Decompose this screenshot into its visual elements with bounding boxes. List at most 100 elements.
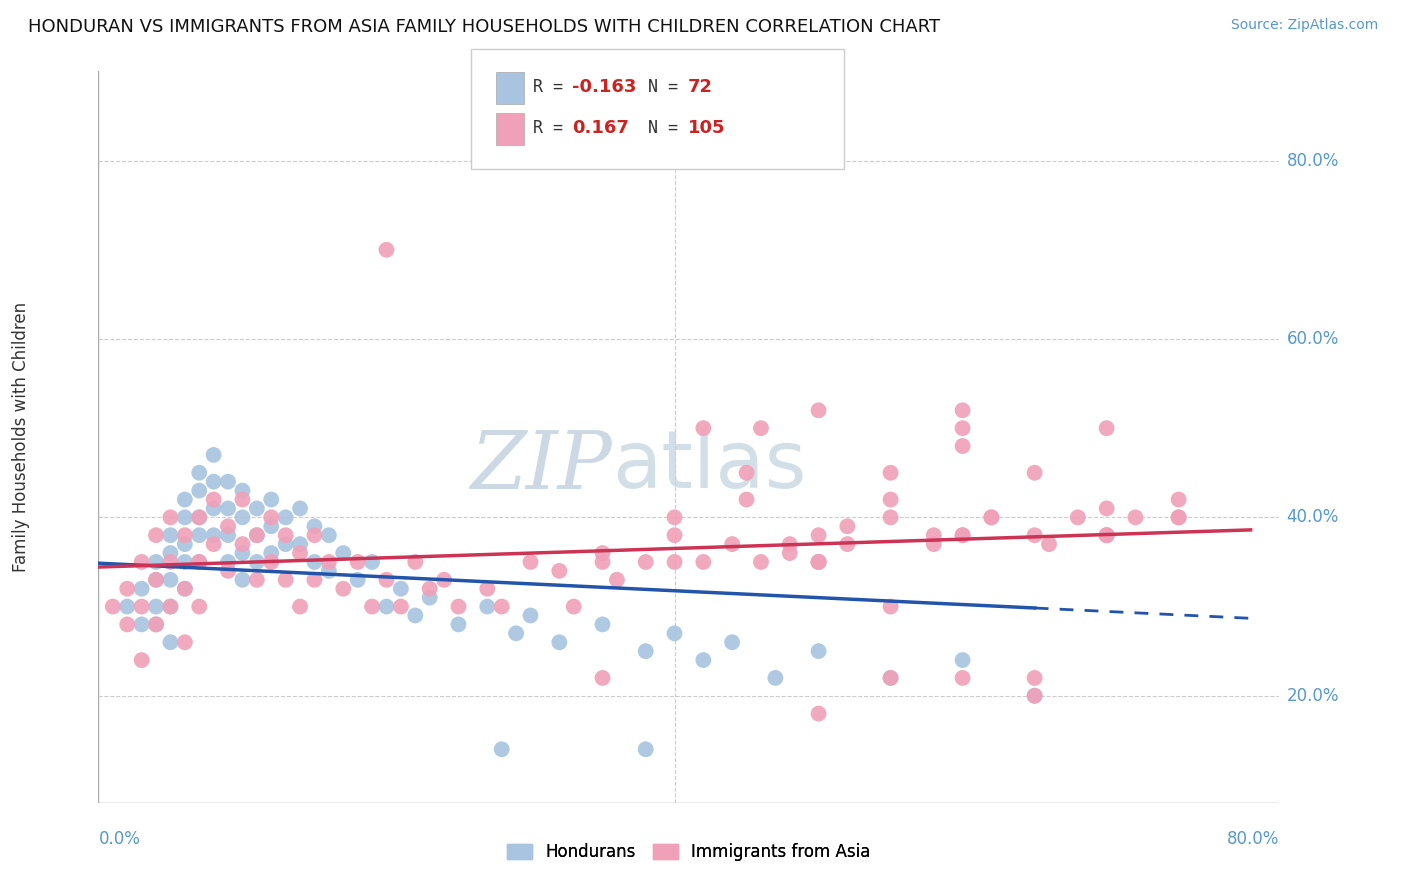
Point: [260, 519, 283, 533]
Point: [304, 519, 326, 533]
Point: [304, 555, 326, 569]
Point: [447, 599, 470, 614]
Point: [145, 617, 167, 632]
Point: [159, 510, 181, 524]
Text: 60.0%: 60.0%: [1286, 330, 1339, 348]
Point: [952, 528, 974, 542]
Text: 0.167: 0.167: [572, 119, 628, 136]
Point: [361, 555, 384, 569]
Point: [145, 573, 167, 587]
Point: [592, 546, 614, 560]
Point: [1167, 510, 1189, 524]
Point: [202, 492, 225, 507]
Point: [664, 528, 686, 542]
Text: R =: R =: [533, 119, 583, 136]
Point: [361, 599, 384, 614]
Point: [807, 555, 830, 569]
Point: [606, 573, 628, 587]
Point: [274, 537, 297, 551]
Text: 80.0%: 80.0%: [1227, 830, 1279, 847]
Point: [922, 537, 945, 551]
Point: [115, 582, 138, 596]
Point: [879, 671, 901, 685]
Point: [246, 501, 269, 516]
Point: [131, 555, 153, 569]
Point: [952, 403, 974, 417]
Point: [173, 635, 195, 649]
Point: [332, 546, 354, 560]
Point: [159, 555, 181, 569]
Point: [159, 573, 181, 587]
Text: 80.0%: 80.0%: [1286, 152, 1339, 169]
Point: [217, 519, 239, 533]
Point: [115, 617, 138, 632]
Point: [735, 492, 758, 507]
Point: [664, 555, 686, 569]
Point: [1125, 510, 1147, 524]
Point: [304, 528, 326, 542]
Point: [952, 439, 974, 453]
Point: [131, 599, 153, 614]
Point: [131, 653, 153, 667]
Point: [1024, 528, 1046, 542]
Point: [188, 599, 211, 614]
Point: [260, 510, 283, 524]
Point: [807, 403, 830, 417]
Point: [404, 555, 426, 569]
Point: [477, 582, 499, 596]
Text: 40.0%: 40.0%: [1286, 508, 1339, 526]
Point: [145, 617, 167, 632]
Point: [1024, 689, 1046, 703]
Point: [1024, 671, 1046, 685]
Point: [173, 528, 195, 542]
Point: [188, 483, 211, 498]
Point: [346, 573, 368, 587]
Point: [837, 537, 859, 551]
Point: [664, 626, 686, 640]
Point: [375, 599, 398, 614]
Point: [159, 546, 181, 560]
Point: [274, 528, 297, 542]
Point: [159, 599, 181, 614]
Point: [664, 510, 686, 524]
Point: [131, 617, 153, 632]
Point: [231, 537, 253, 551]
Point: [260, 546, 283, 560]
Text: N =: N =: [648, 78, 688, 96]
Text: N =: N =: [648, 119, 688, 136]
Point: [749, 421, 772, 435]
Point: [592, 617, 614, 632]
Point: [922, 528, 945, 542]
Point: [173, 582, 195, 596]
Point: [173, 492, 195, 507]
Point: [477, 599, 499, 614]
Point: [188, 510, 211, 524]
Point: [173, 537, 195, 551]
Point: [260, 492, 283, 507]
Point: [274, 510, 297, 524]
Point: [952, 653, 974, 667]
Point: [1095, 421, 1118, 435]
Point: [404, 608, 426, 623]
Point: [807, 644, 830, 658]
Point: [879, 510, 901, 524]
Point: [246, 573, 269, 587]
Point: [159, 528, 181, 542]
Point: [433, 573, 456, 587]
Point: [217, 564, 239, 578]
Point: [519, 608, 541, 623]
Text: 0.0%: 0.0%: [98, 830, 141, 847]
Point: [721, 537, 744, 551]
Point: [1024, 689, 1046, 703]
Point: [1024, 466, 1046, 480]
Point: [419, 591, 441, 605]
Point: [173, 510, 195, 524]
Text: 72: 72: [688, 78, 713, 96]
Point: [1167, 510, 1189, 524]
Point: [779, 537, 801, 551]
Point: [288, 501, 311, 516]
Point: [217, 475, 239, 489]
Point: [807, 555, 830, 569]
Point: [879, 599, 901, 614]
Point: [217, 555, 239, 569]
